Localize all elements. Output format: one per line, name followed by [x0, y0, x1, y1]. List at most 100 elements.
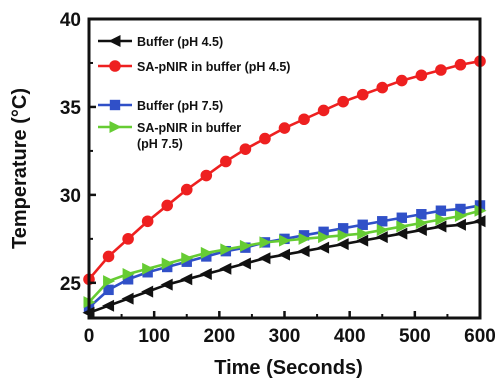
- data-point: [435, 64, 447, 76]
- legend-swatch-marker: [109, 60, 121, 72]
- data-point: [454, 58, 467, 71]
- legend-label: Buffer (pH 4.5): [137, 35, 223, 49]
- data-point: [141, 215, 154, 228]
- data-point: [102, 250, 115, 263]
- data-point: [414, 224, 427, 237]
- data-point: [219, 262, 232, 275]
- y-axis-title: Temperature (°C): [9, 88, 31, 249]
- data-point: [376, 81, 389, 94]
- data-point: [102, 299, 115, 312]
- ticks-layer: 0 100 200 300 400 500 600 25 30 35 40: [60, 10, 495, 347]
- data-point: [415, 69, 428, 82]
- data-point: [199, 268, 212, 281]
- data-point: [415, 217, 428, 230]
- y-tick-label: 35: [60, 98, 82, 119]
- data-point: [357, 219, 368, 230]
- data-point: [121, 292, 134, 305]
- data-point: [395, 227, 408, 240]
- data-point: [337, 95, 349, 108]
- data-point: [317, 241, 330, 254]
- data-point: [181, 252, 194, 265]
- legend-item-1: Buffer (pH 4.5): [98, 35, 223, 49]
- legend-item-4: SA-pNIR in buffer (pH 7.5): [98, 121, 241, 151]
- legend-swatch-marker: [109, 121, 122, 133]
- data-point: [318, 231, 331, 244]
- x-tick-label: 100: [138, 326, 170, 347]
- data-point: [337, 229, 350, 242]
- data-point: [435, 213, 448, 226]
- data-point: [122, 233, 134, 245]
- data-point: [239, 143, 252, 155]
- x-tick-label: 300: [269, 326, 301, 347]
- data-point: [298, 113, 310, 126]
- x-tick-label: 0: [84, 326, 95, 347]
- legend-swatch-marker: [109, 99, 121, 111]
- data-point: [453, 218, 466, 231]
- data-point: [103, 275, 116, 288]
- legend-swatch-marker: [108, 35, 121, 47]
- data-point: [180, 183, 193, 196]
- data-point: [181, 256, 192, 267]
- x-axis-title: Time (Seconds): [214, 357, 363, 379]
- data-point: [337, 223, 349, 234]
- data-point: [161, 257, 174, 270]
- y-tick-label: 30: [60, 186, 81, 207]
- x-tick-label: 200: [203, 326, 235, 347]
- data-point: [434, 220, 447, 233]
- x-tick-label: 600: [464, 326, 495, 347]
- data-point: [376, 224, 389, 237]
- legend-item-3: Buffer (pH 7.5): [98, 99, 223, 113]
- data-point: [357, 227, 370, 240]
- data-point: [396, 220, 409, 233]
- data-point: [278, 122, 291, 134]
- y-tick-label: 25: [60, 274, 82, 295]
- data-point: [336, 238, 349, 251]
- data-point: [396, 74, 408, 87]
- legend: Buffer (pH 4.5) SA-pNIR in buffer (pH 4.5…: [98, 35, 290, 151]
- data-point: [201, 251, 212, 262]
- legend-label: (pH 7.5): [137, 137, 183, 151]
- data-point: [220, 243, 233, 256]
- data-point: [317, 104, 330, 117]
- data-point: [455, 203, 466, 215]
- data-point: [239, 239, 252, 252]
- data-point: [298, 232, 311, 245]
- data-point: [416, 209, 427, 220]
- data-point: [259, 132, 271, 145]
- data-point: [103, 284, 114, 296]
- data-point: [356, 88, 369, 101]
- data-point: [377, 216, 388, 227]
- data-point: [142, 262, 155, 275]
- data-point: [238, 257, 251, 270]
- data-point: [160, 278, 173, 291]
- series-2: [83, 55, 486, 286]
- data-point: [297, 245, 310, 258]
- data-point: [142, 267, 153, 278]
- data-point: [161, 199, 173, 212]
- data-point: [318, 226, 329, 238]
- data-point: [122, 268, 135, 281]
- data-point: [435, 205, 447, 216]
- legend-item-2: SA-pNIR in buffer (pH 4.5): [98, 60, 290, 74]
- data-point: [220, 155, 232, 168]
- legend-label: Buffer (pH 7.5): [137, 99, 223, 113]
- data-point: [200, 169, 213, 182]
- data-point: [259, 236, 272, 249]
- data-point: [279, 234, 291, 247]
- y-tick-label: 40: [60, 10, 81, 31]
- data-point: [122, 274, 134, 285]
- legend-label: SA-pNIR in buffer (pH 4.5): [137, 60, 290, 74]
- data-point: [180, 273, 193, 286]
- x-tick-label: 500: [399, 326, 431, 347]
- data-point: [396, 212, 407, 223]
- data-point: [278, 248, 290, 261]
- x-tick-label: 400: [334, 326, 366, 347]
- data-point: [162, 261, 173, 273]
- data-point: [200, 246, 213, 259]
- data-point: [375, 231, 388, 244]
- legend-label: SA-pNIR in buffer: [137, 121, 241, 135]
- data-point: [141, 285, 154, 298]
- data-point: [356, 234, 369, 247]
- data-point: [454, 209, 467, 222]
